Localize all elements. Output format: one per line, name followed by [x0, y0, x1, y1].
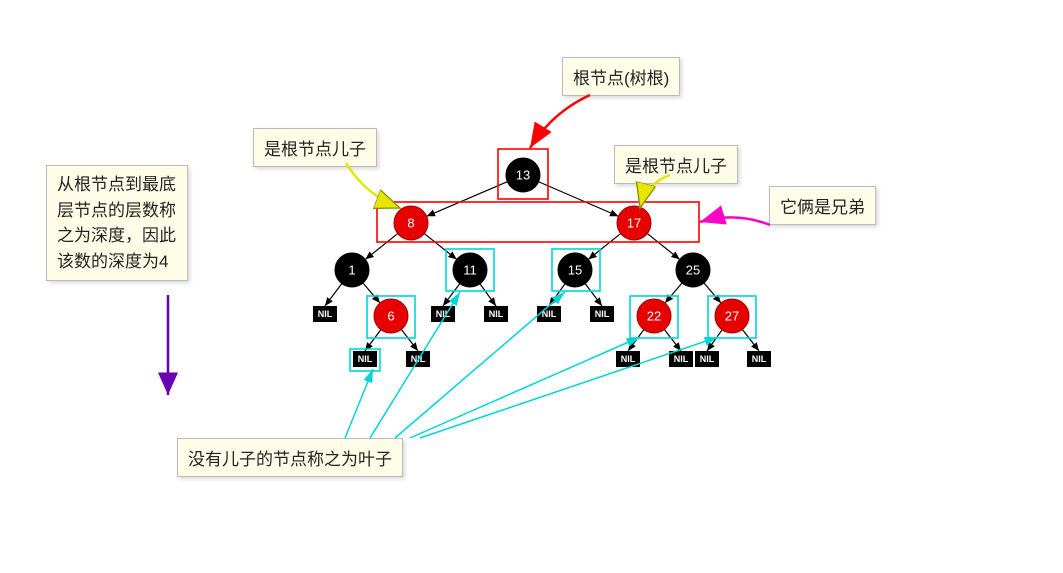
nil-label: NIL	[318, 309, 333, 319]
nil-label: NIL	[700, 354, 715, 364]
edge	[424, 234, 456, 260]
callout-arrow	[530, 95, 590, 148]
edge	[588, 234, 620, 260]
node-value: 15	[568, 263, 582, 278]
node-value: 8	[407, 216, 414, 231]
nil-label: NIL	[674, 354, 689, 364]
callout-arrow	[410, 337, 640, 438]
edge	[427, 182, 508, 217]
nil-label: NIL	[752, 354, 767, 364]
edge	[363, 283, 380, 303]
edge	[539, 182, 619, 217]
nil-label: NIL	[489, 309, 504, 319]
node-value: 1	[348, 263, 355, 278]
node-value: 22	[647, 309, 661, 324]
edge	[365, 234, 397, 260]
nil-label: NIL	[358, 354, 373, 364]
edge-nil	[325, 284, 342, 306]
node-value: 11	[463, 263, 477, 278]
callout-arrow	[640, 175, 670, 208]
nil-label: NIL	[595, 309, 610, 319]
tree-diagram: NILNILNILNILNILNILNILNILNILNILNIL 138171…	[0, 0, 1063, 573]
edge	[704, 283, 721, 303]
callout-arrow	[420, 337, 718, 438]
node-value: 25	[686, 263, 700, 278]
node-value: 6	[387, 309, 394, 324]
edge	[647, 234, 679, 260]
edge	[665, 283, 682, 303]
nil-label: NIL	[621, 354, 636, 364]
callout-arrow	[700, 217, 770, 225]
node-value: 13	[516, 168, 530, 183]
node-value: 17	[627, 216, 641, 231]
callout-arrow	[345, 369, 373, 438]
node-value: 27	[725, 309, 739, 324]
